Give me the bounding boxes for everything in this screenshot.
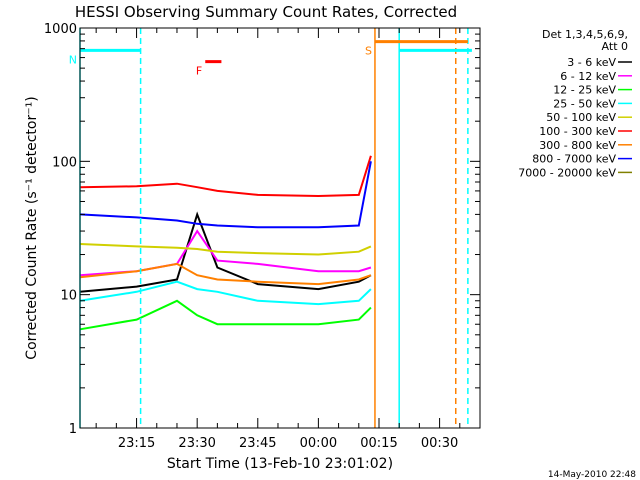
legend-label-4: 50 - 100 keV — [546, 111, 616, 124]
plot-frame — [79, 27, 481, 429]
x-axis-label: Start Time (13-Feb-10 23:01:02) — [167, 456, 393, 472]
legend-label-5: 100 - 300 keV — [539, 125, 616, 138]
y-tick-label-1: 10 — [60, 289, 77, 304]
series-line-7 — [79, 161, 372, 229]
x-tick-label-0: 23:15 — [118, 436, 155, 451]
legend-label-7: 800 - 7000 keV — [532, 153, 616, 166]
flag-label-0: N — [69, 53, 77, 66]
y-tick-label-3: 1000 — [44, 22, 77, 37]
y-tick-label-2: 100 — [52, 155, 77, 170]
series-line-4 — [79, 243, 372, 256]
legend-label-3: 25 - 50 keV — [553, 97, 616, 110]
y-tick-label-0: 1 — [69, 422, 77, 437]
legend-label-6: 300 - 800 keV — [539, 139, 616, 152]
series-line-0 — [79, 211, 372, 293]
x-tick-label-1: 23:30 — [178, 436, 215, 451]
x-tick-label-2: 23:45 — [239, 436, 276, 451]
series-line-6 — [79, 262, 372, 286]
y-axis-label: Corrected Count Rate (s⁻¹ detector⁻¹) — [24, 96, 40, 359]
y-axis: 1 10 100 1000 — [44, 22, 480, 437]
flag-bars: N F S — [69, 40, 472, 78]
flag-label-1: F — [196, 65, 202, 78]
series-line-5 — [79, 155, 372, 198]
series-line-3 — [79, 280, 372, 306]
legend-label-1: 6 - 12 keV — [560, 70, 616, 83]
chart-title: HESSI Observing Summary Count Rates, Cor… — [75, 3, 457, 21]
series-line-2 — [79, 299, 372, 331]
legend-header-0: Det 1,3,4,5,6,9, — [542, 28, 628, 41]
flag-label-2: S — [365, 45, 372, 58]
x-axis: 23:15 23:30 23:45 00:00 00:15 00:30 — [95, 28, 481, 451]
legend-label-8: 7000 - 20000 keV — [518, 166, 616, 179]
legend-header-1: Att 0 — [602, 40, 628, 53]
x-tick-label-5: 00:30 — [421, 436, 458, 451]
legend-label-0: 3 - 6 keV — [567, 56, 616, 69]
legend-label-2: 12 - 25 keV — [553, 84, 616, 97]
x-tick-label-4: 00:15 — [360, 436, 397, 451]
series-layer — [79, 155, 372, 331]
footer-timestamp: 14-May-2010 22:48 — [548, 470, 636, 480]
x-tick-label-3: 00:00 — [300, 436, 337, 451]
